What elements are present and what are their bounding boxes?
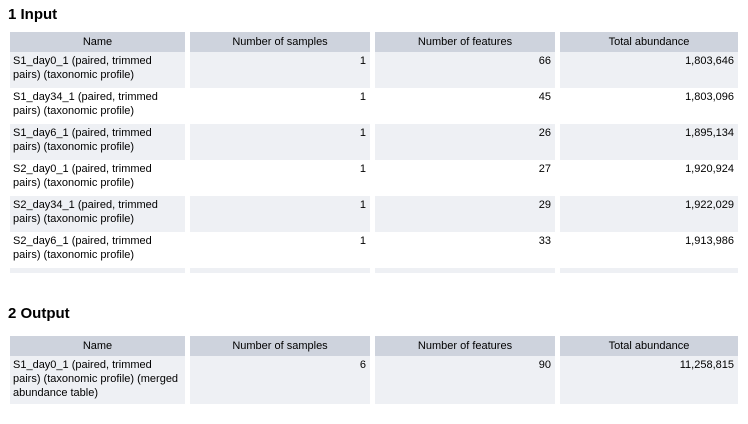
section-title-input: 1 Input [8, 6, 58, 23]
column-header-features: Number of features [375, 336, 555, 356]
section-title-output: 2 Output [8, 305, 70, 322]
cell-samples: 6 [190, 356, 370, 404]
table-row: S2_day0_1 (paired, trimmed pairs) (taxon… [10, 160, 738, 196]
column-header-samples: Number of samples [190, 336, 370, 356]
cell-name: S1_day0_1 (paired, trimmed pairs) (taxon… [10, 356, 185, 404]
cell-abundance: 1,920,924 [560, 160, 738, 196]
cell-name: S2_day34_1 (paired, trimmed pairs) (taxo… [10, 196, 185, 232]
cell-samples: 1 [190, 196, 370, 232]
column-header-name: Name [10, 336, 185, 356]
cell-abundance: 1,895,134 [560, 124, 738, 160]
cell-samples: 1 [190, 160, 370, 196]
table-row: S1_day0_1 (paired, trimmed pairs) (taxon… [10, 52, 738, 88]
clipped-partial-row [10, 268, 738, 273]
output-table: Name Number of samples Number of feature… [10, 336, 738, 404]
column-header-abundance: Total abundance [560, 336, 738, 356]
cell-abundance: 1,913,986 [560, 232, 738, 268]
cell-samples: 1 [190, 124, 370, 160]
output-table-header-row: Name Number of samples Number of feature… [10, 336, 738, 356]
cell-samples: 1 [190, 52, 370, 88]
input-table: Name Number of samples Number of feature… [10, 32, 738, 273]
cell-abundance: 11,258,815 [560, 356, 738, 404]
column-header-features: Number of features [375, 32, 555, 52]
cell-features: 27 [375, 160, 555, 196]
cell-name: S2_day6_1 (paired, trimmed pairs) (taxon… [10, 232, 185, 268]
column-header-samples: Number of samples [190, 32, 370, 52]
cell-abundance: 1,803,096 [560, 88, 738, 124]
table-row: S1_day0_1 (paired, trimmed pairs) (taxon… [10, 356, 738, 404]
cell-features: 29 [375, 196, 555, 232]
cell-samples: 1 [190, 88, 370, 124]
cell-abundance: 1,922,029 [560, 196, 738, 232]
table-row: S1_day6_1 (paired, trimmed pairs) (taxon… [10, 124, 738, 160]
column-header-name: Name [10, 32, 185, 52]
table-row: S2_day34_1 (paired, trimmed pairs) (taxo… [10, 196, 738, 232]
cell-name: S1_day34_1 (paired, trimmed pairs) (taxo… [10, 88, 185, 124]
table-row: S1_day34_1 (paired, trimmed pairs) (taxo… [10, 88, 738, 124]
table-row: S2_day6_1 (paired, trimmed pairs) (taxon… [10, 232, 738, 268]
cell-features: 66 [375, 52, 555, 88]
cell-features: 45 [375, 88, 555, 124]
column-header-abundance: Total abundance [560, 32, 738, 52]
cell-name: S2_day0_1 (paired, trimmed pairs) (taxon… [10, 160, 185, 196]
cell-features: 33 [375, 232, 555, 268]
cell-name: S1_day6_1 (paired, trimmed pairs) (taxon… [10, 124, 185, 160]
cell-samples: 1 [190, 232, 370, 268]
input-table-header-row: Name Number of samples Number of feature… [10, 32, 738, 52]
cell-name: S1_day0_1 (paired, trimmed pairs) (taxon… [10, 52, 185, 88]
cell-features: 26 [375, 124, 555, 160]
cell-features: 90 [375, 356, 555, 404]
cell-abundance: 1,803,646 [560, 52, 738, 88]
